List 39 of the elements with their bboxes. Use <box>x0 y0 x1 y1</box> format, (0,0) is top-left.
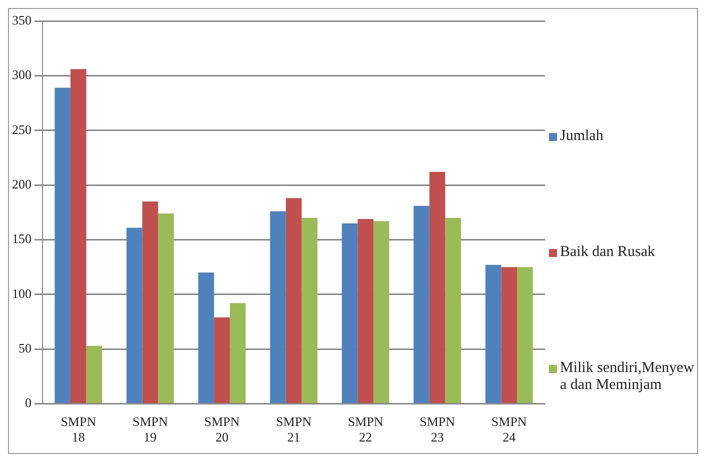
bar <box>373 221 390 404</box>
y-tick-label: 50 <box>18 340 32 356</box>
bar <box>70 69 86 404</box>
bar <box>142 201 158 404</box>
y-tick-label: 350 <box>12 12 32 28</box>
bar <box>358 218 374 404</box>
x-tick-label: SMPN 23 <box>420 414 456 445</box>
bar <box>302 218 318 404</box>
bar <box>230 303 246 404</box>
bar <box>270 211 286 404</box>
bar <box>445 218 462 404</box>
legend-label: Milik sendiri,Menyewa dan Meminjam <box>560 360 696 394</box>
bar <box>158 213 174 404</box>
y-tick-label: 100 <box>12 286 32 301</box>
y-tick-label: 150 <box>12 231 32 246</box>
x-tick-label: SMPN 22 <box>348 414 384 445</box>
bar <box>214 317 230 404</box>
bar <box>501 267 518 404</box>
x-tick-label: SMPN 21 <box>276 414 312 445</box>
x-tick-label: SMPN 18 <box>60 414 97 445</box>
bar <box>86 346 102 404</box>
bar <box>54 88 70 404</box>
x-tick-label: SMPN 19 <box>132 414 168 445</box>
y-tick-label: 300 <box>12 67 32 82</box>
bar <box>286 198 302 404</box>
bar <box>429 172 446 404</box>
legend-label: Jumlah <box>560 128 604 146</box>
y-tick-label: 250 <box>12 122 32 137</box>
bar <box>198 272 214 404</box>
bar <box>517 267 533 404</box>
legend-label: Baik dan Rusak <box>560 244 655 261</box>
y-tick-label: 200 <box>12 176 32 192</box>
x-tick-label: SMPN 24 <box>491 414 528 445</box>
y-tick-label: 0 <box>25 395 32 410</box>
bar <box>485 264 502 404</box>
x-tick-label: SMPN 20 <box>204 414 240 445</box>
bar <box>414 206 430 404</box>
bar <box>342 223 358 404</box>
bar <box>126 228 142 404</box>
